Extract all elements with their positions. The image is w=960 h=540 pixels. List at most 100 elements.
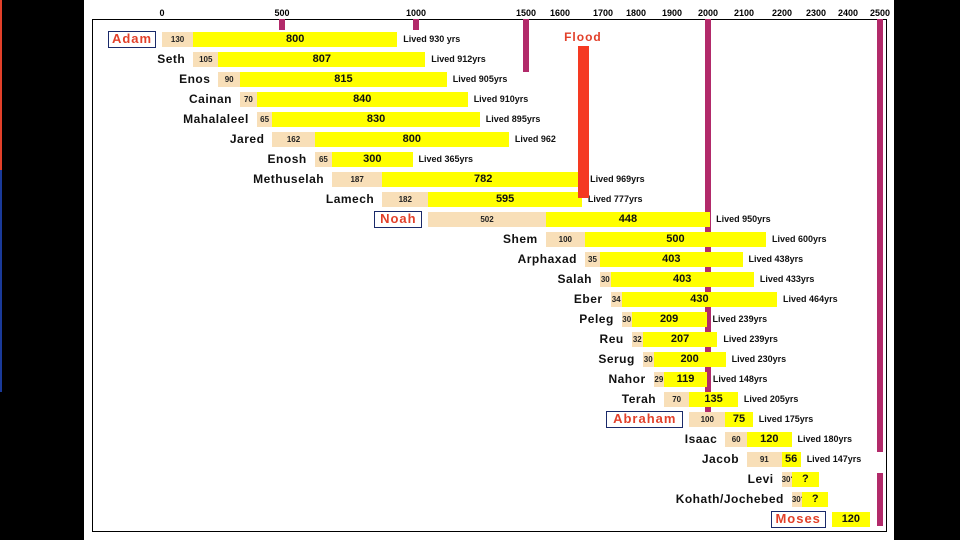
bar-before-son: 90 (218, 72, 240, 87)
x-tick-label: 1600 (549, 8, 571, 18)
patriarch-name: Enosh (267, 152, 307, 166)
bar-after-son: 207 (642, 332, 718, 347)
reference-column (523, 19, 529, 72)
x-tick-label: 1500 (515, 8, 537, 18)
lifespan-label: Lived 600yrs (772, 234, 827, 244)
bar-before-son: 34 (610, 292, 622, 307)
lifespan-label: Lived 148yrs (712, 374, 768, 384)
patriarch-name: Serug (598, 352, 635, 366)
lifespan-label: Lived 910yrs (473, 94, 529, 104)
bar-before-son: 30 (621, 312, 632, 327)
bar-after-son: 209 (631, 312, 707, 327)
x-tick-label: 1900 (661, 8, 683, 18)
lifespan-label: Lived 930 yrs (403, 34, 461, 44)
flood-marker (578, 46, 590, 198)
bar-before-son: 35 (584, 252, 600, 267)
patriarch-name: Methuselah (253, 172, 325, 186)
bar-after-son: ? (791, 472, 819, 487)
bar-before-son: 30? (781, 472, 795, 487)
bar-after-son: 300 (332, 152, 413, 167)
bar-before-son: 162 (272, 132, 315, 147)
bar-after-son: 815 (240, 72, 447, 87)
x-tick-label: 500 (274, 8, 290, 18)
patriarch-name: Enos (179, 72, 211, 86)
bar-after-son: 119 (664, 372, 707, 387)
bar-before-son: 187 (332, 172, 383, 187)
bar-after-son: 430 (621, 292, 778, 307)
patriarch-name: Arphaxad (517, 252, 577, 266)
patriarch-name: Abraham (606, 411, 684, 428)
bar-after-son: ? (802, 492, 829, 507)
patriarch-name: Mahalaleel (183, 112, 249, 126)
patriarch-name: Cainan (188, 92, 232, 106)
bar-before-son: 65 (314, 152, 333, 167)
patriarch-name: Jacob (701, 452, 740, 466)
lifespan-label: Lived 239yrs (712, 314, 768, 324)
reference-column (279, 19, 285, 30)
lifespan-label: Lived 777yrs (587, 194, 643, 204)
lifespan-label: Lived 239yrs (723, 334, 778, 344)
bar-before-son: 32 (631, 332, 643, 347)
patriarch-name: Levi (747, 472, 774, 486)
lifespan-label: Lived 438yrs (748, 254, 804, 264)
chart-frame (92, 19, 887, 532)
bar-after-son: 800 (193, 32, 398, 47)
bar-after-son: 830 (272, 112, 480, 127)
lifespan-label: Lived 464yrs (783, 294, 838, 304)
x-tick-label: 2400 (837, 8, 859, 18)
x-tick-label: 0 (159, 8, 165, 18)
bar-before-son: 130 (162, 32, 194, 47)
bar-before-son: 30 (642, 352, 654, 367)
lifespan-label: Lived 433yrs (759, 274, 815, 284)
bar-after-son: 135 (689, 392, 738, 407)
bar-before-son: 105 (193, 52, 219, 67)
reference-column (413, 19, 419, 30)
bar-before-son: 30? (791, 492, 806, 507)
bar-before-son: 100 (545, 232, 585, 247)
lifespan-label: Lived 205yrs (743, 394, 799, 404)
bar-before-son: 65 (256, 112, 273, 127)
x-tick-label: 2200 (771, 8, 793, 18)
patriarch-name: Seth (157, 52, 186, 66)
x-tick-label: 2000 (697, 8, 719, 18)
adam-death-line (0, 0, 2, 170)
bar-after-son: 448 (545, 212, 711, 227)
x-tick-label: 1800 (625, 8, 647, 18)
lifespan-label: Lived 147yrs (806, 454, 862, 464)
bar-after-son: 807 (218, 52, 426, 67)
patriarch-name: Eber (573, 292, 603, 306)
bar-after-son: 75 (725, 412, 753, 427)
patriarch-name: Noah (374, 211, 423, 228)
patriarch-name: Lamech (325, 192, 375, 206)
lifespan-label: Lived 912yrs (431, 54, 486, 64)
lifespan-label: Lived 230yrs (731, 354, 787, 364)
lifespan-label: Lived 905yrs (452, 74, 508, 84)
lifespan-label: Lived 950yrs (716, 214, 771, 224)
bar-after-son: 403 (610, 272, 754, 287)
shem-death-line (0, 170, 2, 392)
bar-before-son: 30 (599, 272, 611, 287)
x-tick-label: 1000 (405, 8, 427, 18)
bar-after-son: 120 (831, 512, 871, 527)
x-tick-label: 2300 (805, 8, 827, 18)
bar-before-son: 502 (428, 212, 546, 227)
chart-background (84, 0, 894, 540)
lifespan-label: Lived 365yrs (418, 154, 474, 164)
bar-after-son: 403 (599, 252, 743, 267)
bar-before-son: 60 (725, 432, 748, 447)
x-tick-label: 2500 (869, 8, 891, 18)
patriarch-name: Peleg (579, 312, 614, 326)
patriarch-name: Reu (599, 332, 624, 346)
bar-before-son: 100 (689, 412, 726, 427)
reference-column (877, 19, 883, 452)
reference-column (877, 473, 883, 526)
patriarch-name: Adam (108, 31, 156, 48)
bar-after-son: 595 (428, 192, 582, 207)
bar-after-son: 500 (584, 232, 767, 247)
bar-before-son: 182 (382, 192, 429, 207)
lifespan-label: Lived 969yrs (590, 174, 645, 184)
genealogy-timeline-chart: 0 500 1000 1500 1600 1700 1800 1900 2000 2100 2200… (0, 0, 891, 528)
x-tick-label: 2100 (733, 8, 755, 18)
bar-after-son: 782 (382, 172, 585, 187)
patriarch-name: Salah (557, 272, 592, 286)
